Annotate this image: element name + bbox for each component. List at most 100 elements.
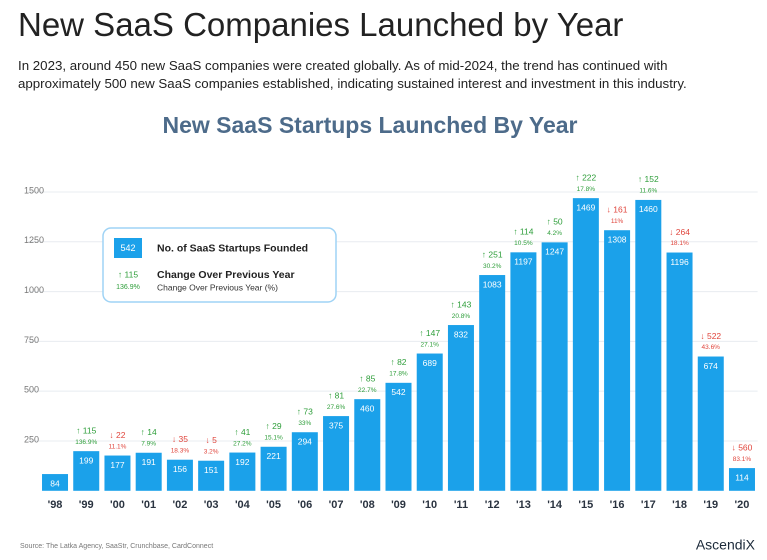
change-pct-label: 10.5%: [514, 240, 533, 247]
chart-title: New SaaS Startups Launched By Year: [162, 112, 577, 138]
x-tick-label: '18: [672, 499, 687, 511]
change-label: ↑ 114: [513, 227, 533, 237]
bar-value-label: 832: [454, 329, 468, 339]
change-pct-label: 4.2%: [547, 230, 562, 237]
bar: [479, 275, 506, 491]
bar-value-label: 191: [142, 457, 156, 467]
y-tick-label: 1000: [24, 285, 44, 295]
x-tick-label: '02: [172, 499, 187, 511]
bar: [666, 252, 693, 491]
logo: AscendiX: [696, 537, 756, 553]
bar-value-label: 460: [360, 403, 374, 413]
x-tick-label: '08: [360, 499, 375, 511]
legend-box: [102, 227, 337, 303]
change-label: ↓ 560: [732, 442, 753, 452]
change-pct-label: 17.8%: [577, 186, 596, 193]
bar: [260, 446, 287, 491]
bar: [385, 382, 412, 491]
bar-value-label: 156: [173, 464, 187, 474]
x-tick-label: '14: [547, 499, 563, 511]
change-label: ↑ 50: [547, 217, 563, 227]
bar: [510, 252, 537, 491]
bar: [42, 474, 69, 491]
change-pct-label: 30.2%: [483, 263, 502, 270]
bar-value-label: 1308: [608, 234, 627, 244]
bar-value-label: 294: [298, 436, 312, 446]
page-title: New SaaS Companies Launched by Year: [18, 6, 624, 43]
bar-value-label: 1469: [576, 202, 595, 212]
change-pct-label: 11.1%: [108, 443, 126, 450]
bar: [104, 455, 131, 491]
change-label: ↓ 35: [172, 434, 188, 444]
bar: [572, 198, 599, 491]
x-tick-label: '11: [454, 499, 468, 511]
bar: [291, 432, 318, 491]
bar-value-label: 1247: [545, 247, 564, 257]
change-label: ↑ 41: [234, 427, 250, 437]
change-label: ↓ 161: [607, 204, 628, 214]
change-label: ↑ 115: [76, 425, 96, 435]
change-label: ↑ 143: [451, 299, 472, 309]
change-label: ↑ 81: [328, 390, 344, 400]
bar-value-label: 192: [235, 457, 249, 467]
change-label: ↑ 14: [141, 427, 157, 437]
bar-value-label: 1083: [483, 279, 502, 289]
change-pct-label: 27.2%: [233, 440, 252, 447]
change-pct-label: 11%: [611, 218, 624, 225]
legend-swatch: [114, 238, 142, 258]
x-tick-label: '01: [141, 499, 156, 511]
change-pct-label: 33%: [298, 420, 311, 427]
change-pct-label: 11.6%: [639, 188, 657, 195]
bar-value-label: 674: [704, 361, 718, 371]
legend-change-label: Change Over Previous Year: [157, 269, 295, 281]
change-pct-label: 43.6%: [702, 344, 721, 351]
x-tick-label: '03: [204, 499, 219, 511]
source: Source: The Latka Agency, SaaStr, Crunch…: [20, 543, 213, 550]
change-pct-label: 136.9%: [75, 439, 97, 446]
bar-value-label: 151: [204, 465, 218, 475]
bar: [198, 460, 225, 491]
legend-value-sample: 542: [120, 243, 135, 253]
change-label: ↑ 29: [266, 421, 282, 431]
bar-value-label: 114: [735, 472, 749, 482]
bar: [728, 468, 755, 491]
bar: [541, 242, 568, 491]
legend-label: No. of SaaS Startups Founded: [157, 242, 308, 254]
y-tick-label: 500: [24, 385, 39, 395]
change-pct-label: 7.9%: [141, 440, 156, 447]
x-tick-label: '07: [329, 499, 344, 511]
change-pct-label: 18.3%: [171, 447, 190, 454]
y-tick-label: 1250: [24, 235, 44, 245]
bar: [135, 452, 162, 491]
change-pct-label: 27.6%: [327, 404, 346, 411]
change-label: ↑ 152: [638, 174, 659, 184]
y-tick-label: 750: [24, 335, 39, 345]
legend-change-sample: ↑ 115: [118, 269, 138, 279]
bar: [697, 356, 724, 491]
bar: [635, 199, 662, 491]
bar: [229, 452, 256, 491]
bar: [73, 451, 100, 491]
change-pct-label: 27.1%: [421, 341, 440, 348]
bar-value-label: 199: [79, 455, 93, 465]
x-tick-label: '12: [485, 499, 500, 511]
change-label: ↑ 222: [575, 172, 596, 182]
x-tick-label: '98: [48, 499, 63, 511]
change-pct-label: 3.2%: [204, 448, 219, 455]
x-tick-label: '20: [735, 499, 750, 511]
bar-value-label: 542: [391, 387, 405, 397]
x-tick-label: '06: [297, 499, 312, 511]
y-tick-label: 250: [24, 434, 39, 444]
change-label: ↓ 5: [205, 435, 217, 445]
y-tick-label: 1500: [24, 185, 44, 195]
x-tick-label: '00: [110, 499, 125, 511]
change-label: ↑ 73: [297, 406, 313, 416]
change-pct-label: 15.1%: [264, 434, 283, 441]
legend-pct-label: Change Over Previous Year (%): [157, 282, 278, 292]
change-pct-label: 20.8%: [452, 313, 471, 320]
bar-value-label: 1196: [670, 257, 689, 267]
bar: [447, 325, 474, 491]
change-pct-label: 22.7%: [358, 387, 377, 394]
bar: [323, 416, 350, 491]
change-pct-label: 83.1%: [733, 456, 752, 463]
